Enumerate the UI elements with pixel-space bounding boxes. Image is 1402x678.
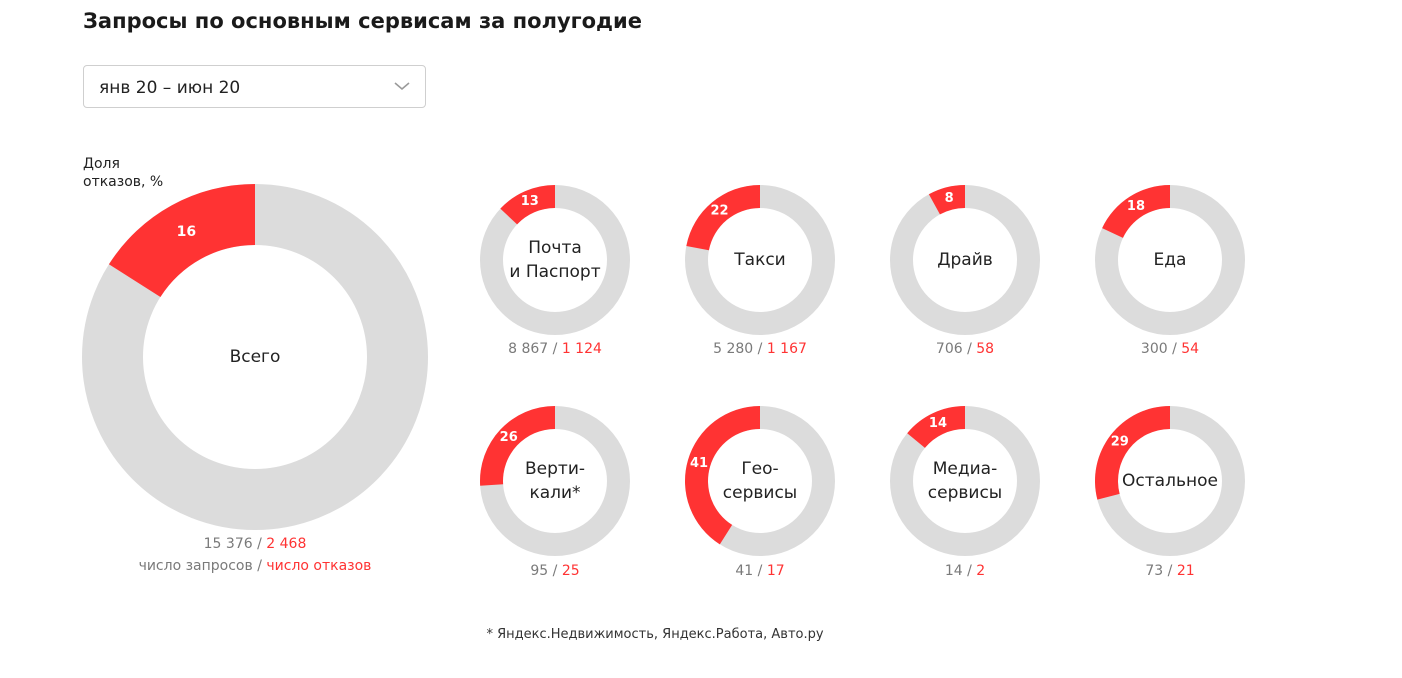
refusal-share-arc — [500, 185, 555, 225]
donut-label: Такси — [733, 250, 785, 270]
period-select[interactable]: янв 20 – июн 20 — [83, 65, 426, 108]
refusal-share-arc — [1102, 185, 1170, 238]
refusal-share-arc — [928, 185, 965, 215]
count-line-media: 14 / 2 — [945, 563, 985, 579]
refusals-count: 58 — [976, 341, 995, 357]
requests-count: 5 280 — [713, 341, 754, 357]
refusals-count: 1 124 — [561, 341, 602, 357]
donut-label: Всего — [230, 347, 281, 367]
count-line-mail: 8 867 / 1 124 — [508, 341, 602, 357]
refusal-share-value: 41 — [690, 456, 708, 471]
refusals-count: 21 — [1176, 563, 1195, 579]
legend-requests-label: число запросов — [138, 558, 253, 574]
requests-count: 95 — [530, 563, 549, 579]
donut-label: и Паспорт — [509, 262, 600, 282]
requests-count: 73 — [1145, 563, 1164, 579]
donut-label: Драйв — [937, 250, 993, 270]
count-separator: / — [548, 563, 562, 579]
donut-label: Еда — [1154, 250, 1187, 270]
count-separator: / — [548, 341, 562, 357]
refusals-count: 2 468 — [266, 536, 307, 552]
count-separator: / — [1167, 341, 1182, 357]
refusals-count: 25 — [561, 563, 580, 579]
share-axis-label-line2: отказов, % — [83, 174, 164, 190]
donut-label: сервисы — [928, 483, 1002, 503]
refusals-count: 17 — [766, 563, 785, 579]
count-separator: / — [1163, 563, 1177, 579]
refusal-share-arc — [686, 185, 760, 251]
refusals-count: 2 — [976, 563, 986, 579]
refusal-share-value: 13 — [521, 194, 539, 209]
footnote: * Яндекс.Недвижимость, Яндекс.Работа, Ав… — [486, 627, 824, 642]
donut-label: кали* — [529, 483, 580, 503]
refusal-share-arc — [108, 184, 255, 297]
count-line-other: 73 / 21 — [1145, 563, 1194, 579]
count-separator: / — [962, 563, 977, 579]
refusal-share-arc — [1095, 406, 1170, 500]
donut-label: Остальное — [1122, 471, 1218, 491]
requests-count: 14 — [944, 563, 963, 579]
refusal-share-value: 16 — [177, 224, 196, 240]
donut-label: Верти- — [525, 459, 585, 479]
refusal-share-value: 18 — [1127, 199, 1145, 214]
donut-label: Гео- — [741, 459, 778, 479]
refusal-share-value: 26 — [500, 430, 518, 445]
count-line-geo: 41 / 17 — [735, 563, 784, 579]
count-line-verticals: 95 / 25 — [530, 563, 579, 579]
chevron-down-icon — [394, 82, 410, 91]
period-select-value: янв 20 – июн 20 — [99, 78, 241, 98]
count-separator: / — [753, 341, 767, 357]
legend-refusals-label: число отказов — [266, 558, 372, 574]
requests-count: 8 867 — [508, 341, 549, 357]
donut-mail: 13 Почта и Паспорт — [480, 185, 630, 335]
requests-count: 300 — [1140, 341, 1168, 357]
chart-legend: число запросов / число отказов — [139, 558, 372, 574]
refusals-count: 54 — [1181, 341, 1200, 357]
donut-taxi: 22 Такси — [685, 185, 835, 335]
donut-media: 14 Медиа-сервисы — [890, 406, 1040, 556]
donut-total: 16 Всего — [82, 184, 428, 530]
requests-count: 706 — [935, 341, 963, 357]
share-axis-label: Доля отказов, % — [83, 155, 163, 191]
requests-count: 15 376 — [203, 536, 253, 552]
refusal-share-arc — [480, 406, 555, 486]
count-line-food: 300 / 54 — [1141, 341, 1199, 357]
share-axis-label-line1: Доля — [83, 156, 120, 172]
count-separator: / — [962, 341, 977, 357]
count-separator: / — [252, 536, 267, 552]
donut-food: 18 Еда — [1095, 185, 1245, 335]
donut-drive: 8 Драйв — [890, 185, 1040, 335]
count-separator: / — [753, 563, 767, 579]
page-title: Запросы по основным сервисам за полугоди… — [83, 9, 642, 33]
count-line-taxi: 5 280 / 1 167 — [713, 341, 807, 357]
refusal-share-value: 8 — [945, 191, 954, 206]
donut-label: сервисы — [723, 483, 797, 503]
requests-count: 41 — [735, 563, 754, 579]
refusal-share-value: 14 — [929, 416, 947, 431]
refusals-count: 1 167 — [766, 341, 807, 357]
donut-label: Медиа- — [933, 459, 997, 479]
refusal-share-value: 22 — [710, 204, 728, 219]
count-line-total: 15 376 / 2 468 — [204, 536, 307, 552]
refusal-share-arc — [907, 406, 965, 448]
refusal-share-value: 29 — [1111, 435, 1129, 450]
legend-separator: / — [252, 558, 267, 574]
donut-geo: 41 Гео-сервисы — [685, 406, 835, 556]
donut-label: Почта — [528, 238, 582, 258]
count-line-drive: 706 / 58 — [936, 341, 994, 357]
donut-verticals: 26 Верти-кали* — [480, 406, 630, 556]
donut-other: 29 Остальное — [1095, 406, 1245, 556]
refusal-share-arc — [685, 406, 760, 545]
